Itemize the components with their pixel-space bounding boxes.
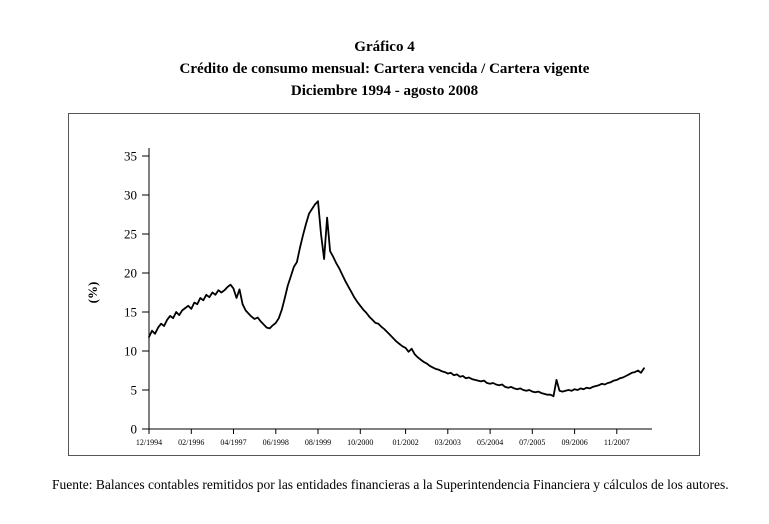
svg-text:02/1996: 02/1996 (178, 438, 204, 447)
svg-text:5: 5 (131, 383, 138, 398)
chart-title-number: Gráfico 4 (354, 39, 415, 55)
svg-text:20: 20 (124, 266, 137, 281)
svg-text:08/1999: 08/1999 (305, 438, 331, 447)
source-note: Fuente: Balances contables remitidos por… (52, 477, 729, 492)
svg-text:06/1998: 06/1998 (263, 438, 289, 447)
svg-text:04/1997: 04/1997 (220, 438, 246, 447)
svg-text:11/2007: 11/2007 (604, 438, 630, 447)
svg-text:(%): (%) (85, 282, 100, 304)
svg-text:25: 25 (124, 227, 137, 242)
svg-text:07/2005: 07/2005 (519, 438, 545, 447)
chart-frame: 0 5 10 15 20 25 30 35 12/1994 02/1996 04/1997 06/19… (68, 113, 700, 456)
svg-text:0: 0 (131, 422, 138, 437)
svg-text:12/1994: 12/1994 (136, 438, 162, 447)
svg-text:09/2006: 09/2006 (561, 438, 587, 447)
chart-title-main: Crédito de consumo mensual: Cartera venc… (179, 61, 590, 77)
svg-text:10: 10 (124, 344, 137, 359)
chart-title-block: Gráfico 4 Crédito de consumo mensual: Ca… (0, 36, 769, 102)
svg-text:03/2003: 03/2003 (435, 438, 461, 447)
chart-title-period: Diciembre 1994 - agosto 2008 (290, 83, 479, 99)
svg-text:35: 35 (124, 149, 137, 164)
svg-text:15: 15 (124, 305, 137, 320)
svg-text:05/2004: 05/2004 (477, 438, 503, 447)
svg-text:10/2000: 10/2000 (347, 438, 373, 447)
line-chart: 0 5 10 15 20 25 30 35 12/1994 02/1996 04/1997 06/19… (85, 148, 652, 447)
svg-text:01/2002: 01/2002 (392, 438, 418, 447)
svg-text:30: 30 (124, 188, 137, 203)
